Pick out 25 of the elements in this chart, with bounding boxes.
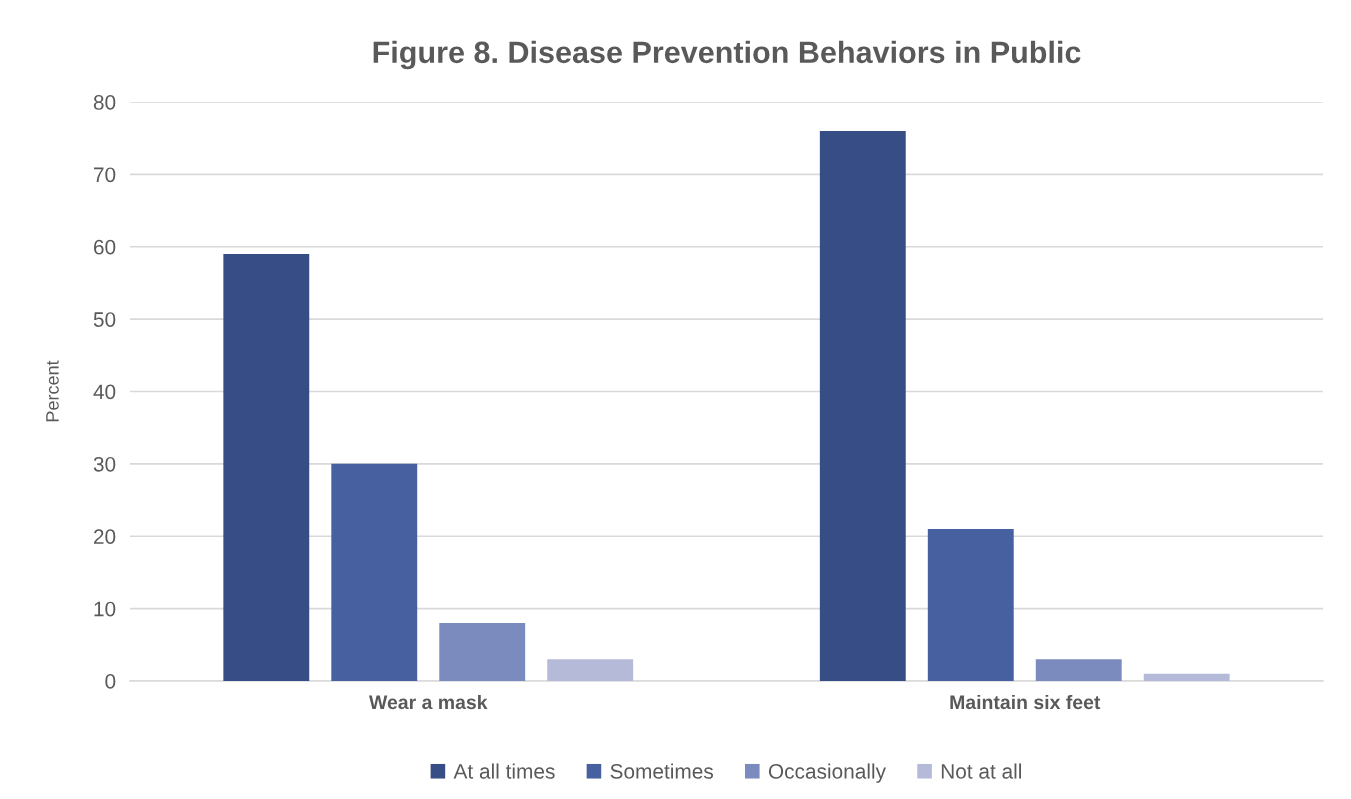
legend-label: Not at all [941, 763, 1022, 779]
bar [547, 659, 634, 681]
y-tick-label: 30 [93, 456, 116, 472]
bar [819, 130, 906, 681]
bar [927, 529, 1014, 681]
bar [1035, 659, 1122, 681]
y-tick-label: 50 [93, 312, 116, 327]
legend-label: Occasionally [768, 763, 886, 783]
y-tick-label: 10 [94, 601, 116, 617]
bar [223, 253, 310, 681]
y-tick-label: 70 [94, 167, 116, 183]
y-tick-label: 0 [105, 674, 116, 689]
x-tick-label: Maintain six feet [950, 694, 1101, 710]
bar [331, 463, 418, 681]
x-tick-label: Wear a mask [368, 694, 488, 710]
y-tick-label: 20 [93, 529, 116, 544]
y-axis-title: Percent [46, 360, 59, 422]
y-tick-label: 40 [93, 384, 116, 400]
legend-label: Sometimes [610, 763, 714, 779]
chart-title: Figure 8. Disease Prevention Behaviors in Public [373, 40, 1081, 70]
bar [439, 623, 526, 681]
legend-label: At all times [453, 763, 555, 779]
bar [1143, 673, 1230, 681]
y-tick-label: 60 [94, 239, 116, 255]
y-tick-label: 80 [93, 95, 116, 110]
